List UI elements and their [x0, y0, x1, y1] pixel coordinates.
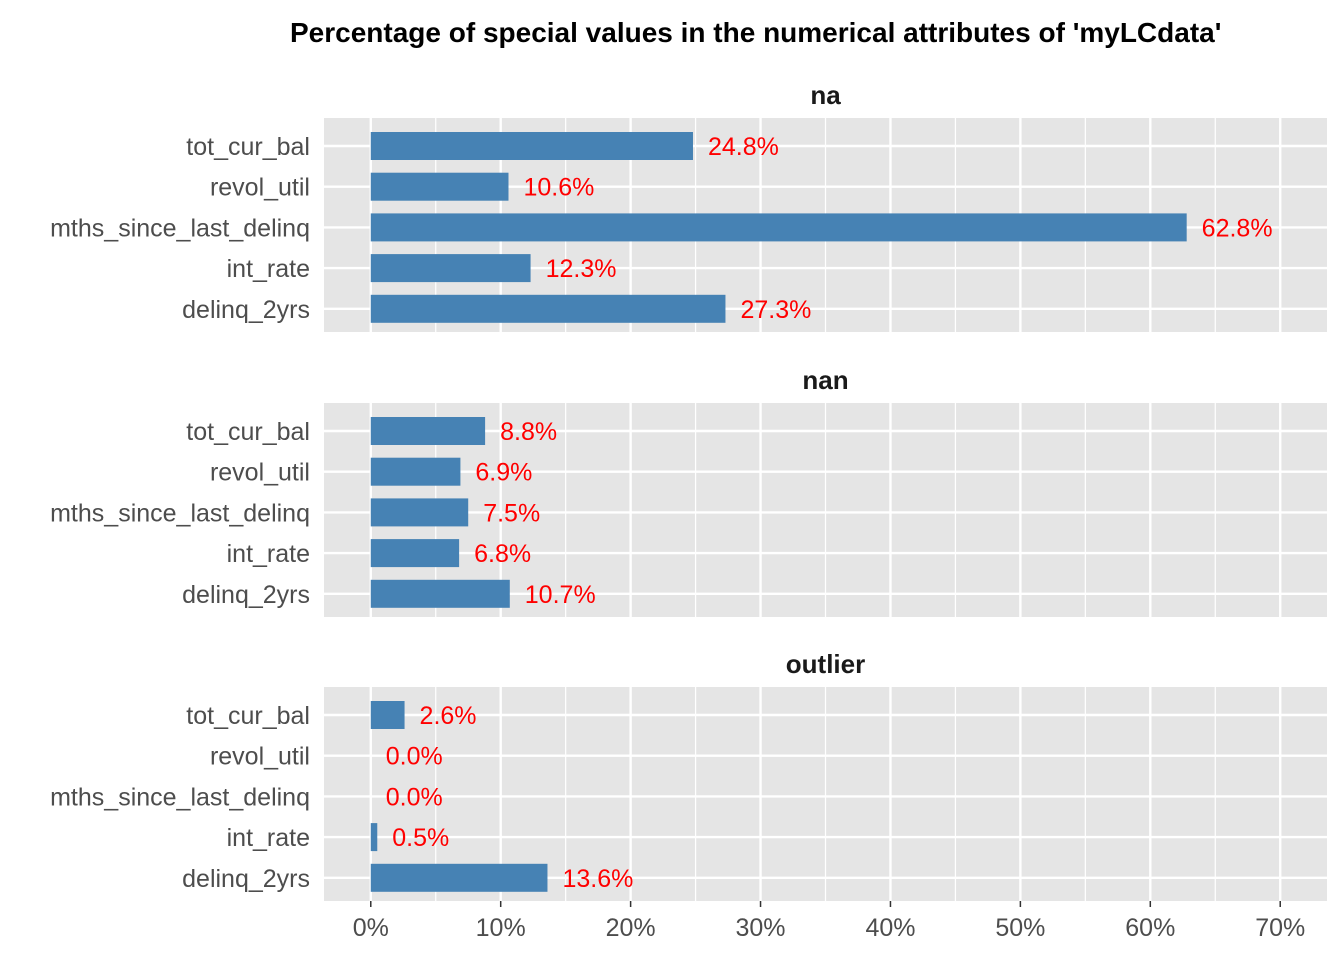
bar-int_rate: [370, 823, 378, 852]
x-tick-label: 60%: [1125, 914, 1175, 942]
category-label: tot_cur_bal: [186, 133, 310, 161]
category-label: mths_since_last_delinq: [50, 499, 310, 527]
data-label: 13.6%: [562, 865, 633, 893]
data-label: 0.0%: [386, 783, 443, 811]
panel-outlier: outlier tot_cur_bal 2.6% revol_util 0.0% mths…: [50, 649, 1327, 901]
bar-delinq_2yrs: [370, 863, 548, 892]
bar-mths_since_last_delinq: [370, 213, 1187, 242]
panels: na tot_cur_bal 24.8% revol_util 10.6% mths_si…: [50, 80, 1327, 901]
category-label: int_rate: [227, 824, 310, 852]
category-label: tot_cur_bal: [186, 418, 310, 446]
data-label: 6.9%: [475, 459, 532, 487]
data-label: 2.6%: [420, 702, 477, 730]
x-tick-label: 10%: [476, 914, 526, 942]
x-tick-label: 70%: [1255, 914, 1305, 942]
data-label: 6.8%: [474, 540, 531, 568]
x-tick-label: 0%: [353, 914, 389, 942]
x-tick-label: 20%: [606, 914, 656, 942]
data-label: 24.8%: [708, 133, 779, 161]
data-label: 0.5%: [392, 824, 449, 852]
category-label: tot_cur_bal: [186, 702, 310, 730]
panel-nan: nan tot_cur_bal 8.8% revol_util 6.9% mths_sin…: [50, 365, 1327, 617]
category-label: revol_util: [210, 174, 310, 202]
chart-title: Percentage of special values in the nume…: [290, 17, 1221, 48]
data-label: 27.3%: [740, 296, 811, 324]
x-tick-label: 30%: [736, 914, 786, 942]
data-label: 12.3%: [546, 255, 617, 283]
bar-tot_cur_bal: [370, 417, 486, 445]
x-tick-label: 40%: [865, 914, 915, 942]
category-label: delinq_2yrs: [182, 296, 310, 324]
bar-revol_util: [370, 172, 509, 201]
bar-mths_since_last_delinq: [370, 498, 469, 527]
bar-revol_util: [370, 457, 461, 486]
data-label: 8.8%: [500, 418, 557, 446]
x-tick-label: 50%: [995, 914, 1045, 942]
category-label: int_rate: [227, 255, 310, 283]
category-label: delinq_2yrs: [182, 581, 310, 609]
x-axis: 0% 10% 20% 30% 40% 50% 60% 70%: [353, 901, 1305, 942]
category-label: delinq_2yrs: [182, 865, 310, 893]
bar-tot_cur_bal: [370, 132, 693, 160]
bar-int_rate: [370, 539, 460, 568]
bar-int_rate: [370, 254, 531, 283]
panel-na: na tot_cur_bal 24.8% revol_util 10.6% mths_si…: [50, 80, 1327, 332]
category-label: mths_since_last_delinq: [50, 783, 310, 811]
category-label: revol_util: [210, 459, 310, 487]
category-label: revol_util: [210, 743, 310, 771]
data-label: 7.5%: [483, 499, 540, 527]
bar-delinq_2yrs: [370, 294, 726, 323]
panel-strip-label: nan: [802, 365, 848, 395]
bar-tot_cur_bal: [370, 701, 405, 729]
category-label: int_rate: [227, 540, 310, 568]
bar-delinq_2yrs: [370, 579, 510, 608]
panel-strip-label: outlier: [786, 649, 865, 679]
category-label: mths_since_last_delinq: [50, 214, 310, 242]
data-label: 62.8%: [1202, 214, 1273, 242]
panel-strip-label: na: [810, 80, 841, 110]
data-label: 10.6%: [523, 174, 594, 202]
data-label: 0.0%: [386, 743, 443, 771]
data-label: 10.7%: [525, 581, 596, 609]
